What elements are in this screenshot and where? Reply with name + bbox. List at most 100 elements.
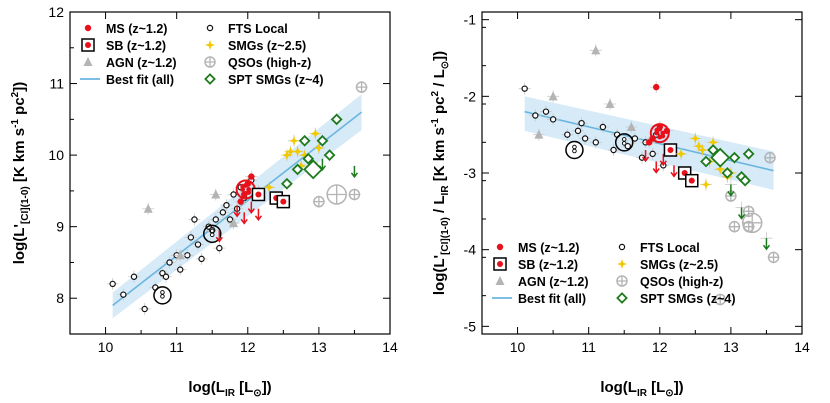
left-data-marks (106, 81, 368, 315)
right-sb-z-1-2-point-dot (688, 177, 695, 184)
left-fts-local-point (130, 273, 138, 280)
left-legend-qso-label: QSOs (high-z) (228, 56, 311, 70)
right-ms-z-1-2-upper-limit (659, 153, 667, 167)
left-xtick-label: 13 (311, 339, 327, 355)
left-fts-local-point (109, 280, 116, 288)
left-ms-z-1-2-upper-limit (247, 201, 255, 214)
left-spt-smgs-z-4-point (281, 177, 293, 190)
left-panel: 10 11 12 13 14 8 9 10 11 12 MS (z~1.2) FTS Local SB… (10, 4, 398, 399)
left-ms-z-1-2-upper-limit (215, 230, 223, 243)
left-ms-z-1-2-point (237, 198, 244, 205)
right-ytick-label: -2 (464, 88, 477, 104)
left-smgs-z-2-5-point (310, 128, 321, 139)
right-spt-smgs-limits-upper-limit (727, 184, 735, 197)
right-panel: 10 11 12 13 14 -5 -4 -3 -2 -1 MS (z~1.2) FTS Local… (430, 11, 810, 399)
right-legend: MS (z~1.2) FTS Local SB (z~1.2) SMGs (z~2.5… (492, 241, 736, 306)
right-legend-ms-swatch (496, 243, 504, 251)
left-xtick-label: 11 (169, 339, 184, 355)
right-xtick-label: 10 (510, 339, 526, 355)
left-legend-ms-label: MS (z~1.2) (106, 22, 167, 36)
left-legend-spt-swatch (204, 73, 216, 85)
left-fts-local-point (230, 191, 237, 198)
left-legend-spt-label: SPT SMGs (z~4) (228, 73, 324, 87)
left-legend: MS (z~1.2) FTS Local SB (z~1.2) SMGs (z~2.5… (80, 22, 324, 87)
right-legend-agn-label: AGN (z~1.2) (518, 275, 589, 289)
right-legend-agn-swatch (495, 276, 505, 285)
right-smgs-z-2-5-point (708, 137, 719, 148)
left-ms-z-1-2-upper-limit (254, 208, 263, 222)
left-smgs-z-2-5-point (299, 150, 310, 161)
left-legend-sb-label: SB (z~1.2) (106, 39, 166, 53)
right-fts-local-stacked-outer (565, 140, 584, 160)
left-legend-fit-label: Best fit (all) (106, 73, 174, 87)
left-fts-local-stacked-inner (209, 228, 215, 234)
left-ytick-label: 10 (48, 147, 64, 163)
left-legend-qso-swatch-cross (205, 57, 215, 67)
left-agn-z-1-2-point (211, 189, 221, 199)
left-sb-z-1-2-point (276, 194, 291, 209)
right-legend-fit-label: Best fit (all) (518, 292, 586, 306)
right-data-marks (518, 44, 780, 306)
right-fts-local-point (649, 150, 656, 158)
right-ms-z-1-2-point (653, 83, 660, 91)
right-sb-z-1-2-point (663, 143, 678, 157)
left-spt-smgs-z-4-point (291, 163, 304, 176)
left-qsos-high-z-point-cross (349, 189, 360, 200)
right-xtick-label: 12 (652, 339, 668, 355)
right-agn-z-1-2-point (626, 122, 636, 131)
right-fts-local-point (592, 139, 599, 146)
right-qsos-high-z-point (714, 293, 726, 306)
left-plot-frame (69, 11, 391, 335)
right-ytick-label: -3 (464, 165, 477, 181)
left-smgs-z-2-5-point (296, 160, 307, 171)
left-fts-local-point (159, 269, 166, 277)
right-xtick-label: 14 (794, 339, 810, 355)
right-sb-z-1-2-point-dot (667, 147, 674, 153)
right-spt-smgs-z-4-point (742, 147, 755, 160)
left-fts-local-point (120, 291, 127, 298)
left-ytick-label: 12 (48, 4, 64, 20)
left-ytick-label: 11 (49, 76, 64, 92)
right-qsos-high-z-point (767, 251, 780, 264)
right-ms-z-1-2-point (645, 139, 653, 146)
right-spt-smgs-z-4-point (721, 167, 734, 179)
left-qsos-high-z-point-cross (356, 82, 367, 93)
left-qsos-high-z-point (348, 188, 361, 201)
right-smgs-z-2-5-point (690, 133, 701, 144)
left-spt-smgs-z-4-point (323, 149, 336, 161)
right-xtick-label: 13 (723, 339, 739, 355)
right-smgs-z-2-5-point (676, 148, 687, 159)
right-legend-qso-swatch (616, 275, 628, 287)
left-spt-smgs-z-4-point (298, 134, 311, 147)
left-fts-local-stacked-inner (160, 294, 165, 299)
right-fts-local-stacked-inner (572, 144, 577, 150)
right-agn-z-1-2-point (534, 129, 544, 139)
right-ms-z-1-2-stack-dot (660, 133, 666, 139)
left-legend-ms-swatch (84, 24, 92, 32)
right-fts-local-point (610, 146, 617, 154)
right-ytick-label: -4 (464, 242, 477, 258)
left-smgs-z-2-5-point (285, 146, 296, 157)
svg-text:log(LIR [L⊙]): log(LIR [L⊙]) (188, 379, 271, 399)
right-legend-qso-swatch-cross (617, 276, 627, 286)
left-legend-fts-label: FTS Local (228, 22, 288, 36)
left-fts-local-point (177, 266, 184, 273)
right-smgs-z-2-5-point (693, 141, 704, 152)
left-spt-smgs-z-4-stack (303, 159, 324, 180)
left-fts-local-stacked-outer (153, 286, 172, 305)
right-fts-local-stacked-inner (572, 148, 577, 154)
right-qsos-stack-cross (742, 213, 762, 233)
right-smgs-z-2-5-point (701, 179, 711, 190)
svg-text:log(L'[CI](1-0) / LIR [K km s-: log(L'[CI](1-0) / LIR [K km s-1 pc2 / L⊙… (430, 51, 451, 295)
right-fts-local-point (574, 127, 582, 135)
left-legend-smg-swatch (205, 40, 215, 50)
right-fts-local-stacked-outer (614, 133, 634, 152)
right-ytick-label: -5 (464, 318, 477, 334)
right-ms-z-1-2-upper-limit (670, 165, 678, 178)
right-fts-local-point (549, 116, 557, 123)
left-fts-local-point (141, 305, 148, 313)
right-smgs-z-2-5-point (715, 164, 726, 175)
left-ytick-label: 9 (56, 219, 64, 235)
right-fts-local-point (581, 135, 589, 142)
left-smgs-z-2-5-point (313, 143, 324, 153)
